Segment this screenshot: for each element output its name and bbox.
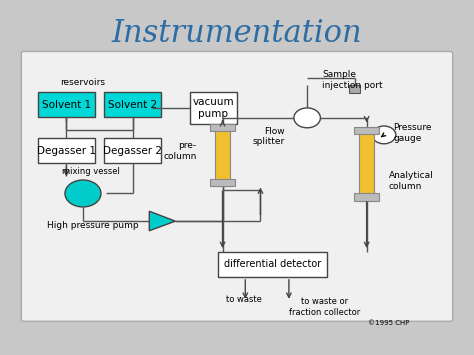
Text: Pressure
gauge: Pressure gauge [393,124,432,143]
Text: Flow
splitter: Flow splitter [252,127,284,146]
Text: Solvent 1: Solvent 1 [42,100,91,110]
Text: differential detector: differential detector [224,260,321,269]
Bar [38,138,95,163]
Bar [104,138,161,163]
Bar [104,92,161,117]
Bar [349,85,360,93]
Bar [38,92,95,117]
Text: mixing vessel: mixing vessel [62,167,119,176]
Circle shape [65,180,101,207]
Bar [215,128,230,186]
Bar [210,124,235,131]
Text: Instrumentation: Instrumentation [112,18,362,49]
Text: Sample
injection port: Sample injection port [322,70,383,89]
Circle shape [372,126,396,144]
Bar [354,127,379,134]
Text: Degasser 2: Degasser 2 [103,146,162,156]
Text: Degasser 1: Degasser 1 [37,146,96,156]
Text: pre-
column: pre- column [164,141,197,160]
Text: to waste or
fraction collector: to waste or fraction collector [289,297,360,317]
Polygon shape [149,211,175,231]
Text: Solvent 2: Solvent 2 [108,100,157,110]
Bar [218,252,327,277]
Text: Analytical
column: Analytical column [389,171,433,191]
Bar [210,179,235,186]
Text: vacuum
pump: vacuum pump [192,98,234,119]
Text: High pressure pump: High pressure pump [47,221,139,230]
Circle shape [294,108,320,128]
Text: ©1995 CHP: ©1995 CHP [368,320,410,326]
FancyBboxPatch shape [21,51,453,321]
Bar [359,131,374,201]
Text: reservoirs: reservoirs [61,78,105,87]
Bar [190,92,237,124]
Bar [354,193,379,201]
Text: to waste: to waste [226,295,262,305]
